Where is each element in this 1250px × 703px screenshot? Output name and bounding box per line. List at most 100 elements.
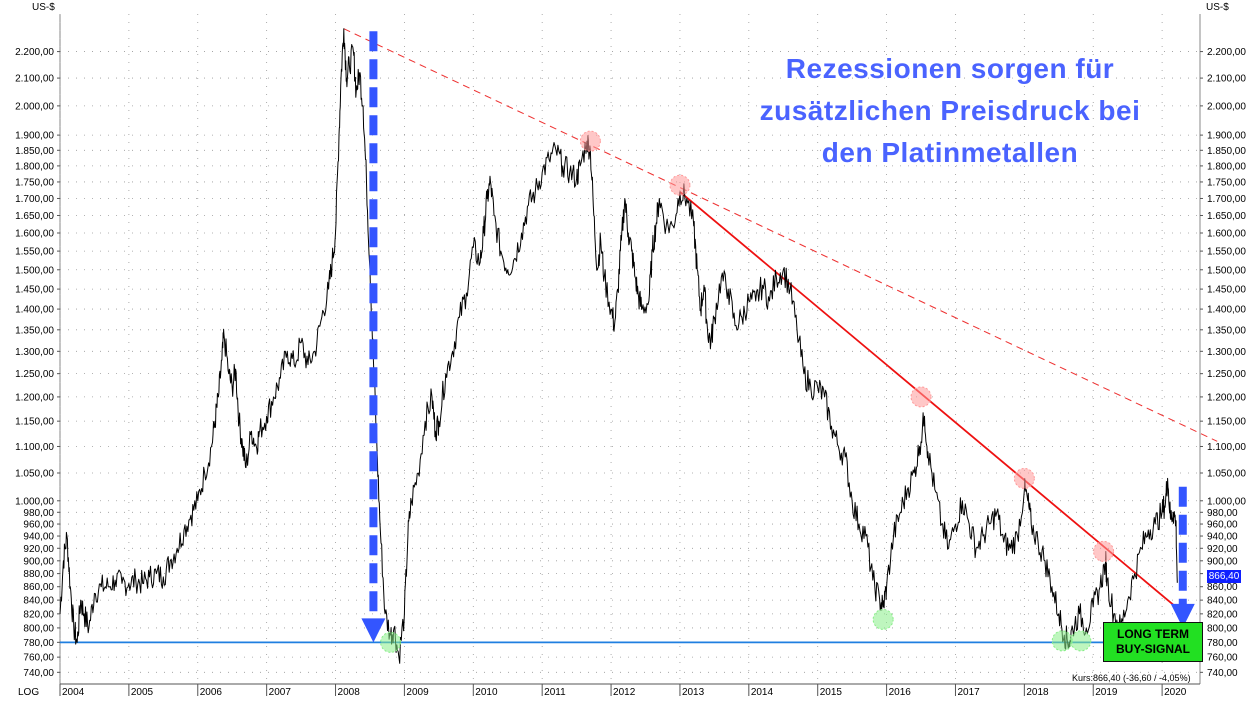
badge-line-2: BUY-SIGNAL	[1115, 642, 1190, 656]
y-tick-label-left: 1.700,00	[15, 194, 54, 205]
support-marker	[1051, 630, 1073, 652]
y-tick-label-right: 1.050,00	[1207, 468, 1246, 479]
unit-label-left: US-$	[32, 2, 55, 13]
x-tick-label: 2010	[475, 687, 498, 698]
y-tick-label-left: 880,00	[23, 569, 54, 580]
y-tick-label-right: 740,00	[1207, 668, 1238, 679]
y-tick-label-left: 1.100,00	[15, 442, 54, 453]
y-tick-label-right: 860,00	[1207, 582, 1238, 593]
y-tick-label-left: 820,00	[23, 609, 54, 620]
y-tick-label-left: 800,00	[23, 623, 54, 634]
x-tick-label: 2017	[957, 687, 980, 698]
y-tick-label-right: 1.800,00	[1207, 161, 1246, 172]
title-line-2: zusätzlichen Preisdruck bei	[760, 95, 1141, 126]
y-tick-label-left: 780,00	[23, 638, 54, 649]
y-tick-label-right: 760,00	[1207, 653, 1238, 664]
y-tick-label-left: 1.900,00	[15, 131, 54, 142]
y-tick-label-right: 1.400,00	[1207, 305, 1246, 316]
arrows	[361, 31, 1195, 643]
y-tick-label-right: 920,00	[1207, 544, 1238, 555]
support-marker	[380, 631, 402, 653]
y-tick-label-left: 1.850,00	[15, 146, 54, 157]
y-tick-label-right: 1.700,00	[1207, 194, 1246, 205]
badge-line-1: LONG TERM	[1117, 627, 1189, 641]
y-tick-label-right: 940,00	[1207, 532, 1238, 543]
y-tick-label-right: 1.200,00	[1207, 392, 1246, 403]
x-tick-label: 2020	[1164, 687, 1187, 698]
arrow-head	[1170, 603, 1195, 628]
kurs-label: Kurs:866,40 (-36,60 / -4,05%)	[1072, 673, 1191, 683]
y-tick-label-left: 1.600,00	[15, 229, 54, 240]
x-tick-label: 2019	[1095, 687, 1118, 698]
y-tick-label-right: 1.300,00	[1207, 347, 1246, 358]
y-tick-label-left: 980,00	[23, 508, 54, 519]
y-tick-label-right: 2.200,00	[1207, 47, 1246, 58]
y-tick-label-right: 1.100,00	[1207, 442, 1246, 453]
resistance-marker	[1093, 540, 1115, 562]
y-tick-label-left: 1.000,00	[15, 496, 54, 507]
x-tick-label: 2005	[131, 687, 154, 698]
y-tick-label-left: 1.150,00	[15, 417, 54, 428]
y-tick-label-left: 1.650,00	[15, 211, 54, 222]
x-tick-label: 2007	[269, 687, 292, 698]
x-tick-label: 2018	[1026, 687, 1049, 698]
title-line-3: den Platinmetallen	[822, 137, 1078, 168]
y-tick-label-left: 1.050,00	[15, 468, 54, 479]
support-marker	[1070, 630, 1092, 652]
y-tick-label-right: 1.600,00	[1207, 229, 1246, 240]
y-tick-label-right: 1.850,00	[1207, 146, 1246, 157]
y-tick-label-right: 780,00	[1207, 638, 1238, 649]
y-tick-label-left: 940,00	[23, 532, 54, 543]
x-tick-label: 2015	[820, 687, 843, 698]
x-tick-label: 2011	[544, 687, 566, 698]
x-tick-label: 2016	[889, 687, 912, 698]
support-marker	[872, 608, 894, 630]
y-tick-label-left: 1.800,00	[15, 161, 54, 172]
y-tick-label-left: 1.300,00	[15, 347, 54, 358]
markers	[380, 130, 1128, 653]
resistance-marker	[669, 174, 691, 196]
y-tick-label-right: 2.000,00	[1207, 101, 1246, 112]
y-axis-left: 740,00 760,00 780,00 800,00 820,00 840,00 860,…	[15, 47, 60, 679]
x-tick-label: 2013	[682, 687, 705, 698]
y-tick-label-left: 1.200,00	[15, 392, 54, 403]
y-tick-label-left: 740,00	[23, 668, 54, 679]
resistance-marker	[910, 386, 932, 408]
y-tick-label-right: 840,00	[1207, 596, 1238, 607]
y-tick-label-left: 1.400,00	[15, 305, 54, 316]
price-series	[59, 28, 1178, 664]
y-axis-right: 740,00 760,00 780,00 800,00 820,00 840,00 860,…	[1200, 47, 1246, 679]
y-tick-label-left: 2.200,00	[15, 47, 54, 58]
y-tick-label-right: 1.550,00	[1207, 247, 1246, 258]
x-tick-label: 2009	[406, 687, 429, 698]
y-tick-label-left: 1.550,00	[15, 247, 54, 258]
x-tick-label: 2004	[62, 687, 85, 698]
y-tick-label-right: 820,00	[1207, 609, 1238, 620]
last-price-box: 866,40	[1207, 570, 1241, 583]
buy-signal-badge: LONG TERM BUY-SIGNAL	[1103, 622, 1203, 662]
title-line-1: Rezessionen sorgen für	[786, 53, 1114, 84]
y-tick-label-left: 1.350,00	[15, 325, 54, 336]
y-tick-label-right: 1.900,00	[1207, 131, 1246, 142]
y-tick-label-left: 760,00	[23, 653, 54, 664]
resistance-marker	[579, 130, 601, 152]
grid	[59, 14, 1201, 685]
y-tick-label-right: 1.150,00	[1207, 417, 1246, 428]
y-tick-label-left: 900,00	[23, 556, 54, 567]
y-tick-label-right: 800,00	[1207, 623, 1238, 634]
trendline-dashed	[343, 28, 1218, 442]
y-tick-label-right: 1.450,00	[1207, 285, 1246, 296]
y-tick-label-right: 2.100,00	[1207, 74, 1246, 85]
y-tick-label-left: 1.250,00	[15, 369, 54, 380]
y-tick-label-right: 980,00	[1207, 508, 1238, 519]
y-tick-label-left: 1.450,00	[15, 285, 54, 296]
y-tick-label-right: 960,00	[1207, 520, 1238, 531]
x-tick-label: 2006	[200, 687, 223, 698]
y-tick-label-right: 900,00	[1207, 556, 1238, 567]
chart-title: Rezessionen sorgen für zusätzlichen Prei…	[758, 51, 1142, 170]
y-tick-label-right: 1.250,00	[1207, 369, 1246, 380]
scale-label: LOG	[18, 687, 39, 698]
resistance-marker	[1013, 467, 1035, 489]
